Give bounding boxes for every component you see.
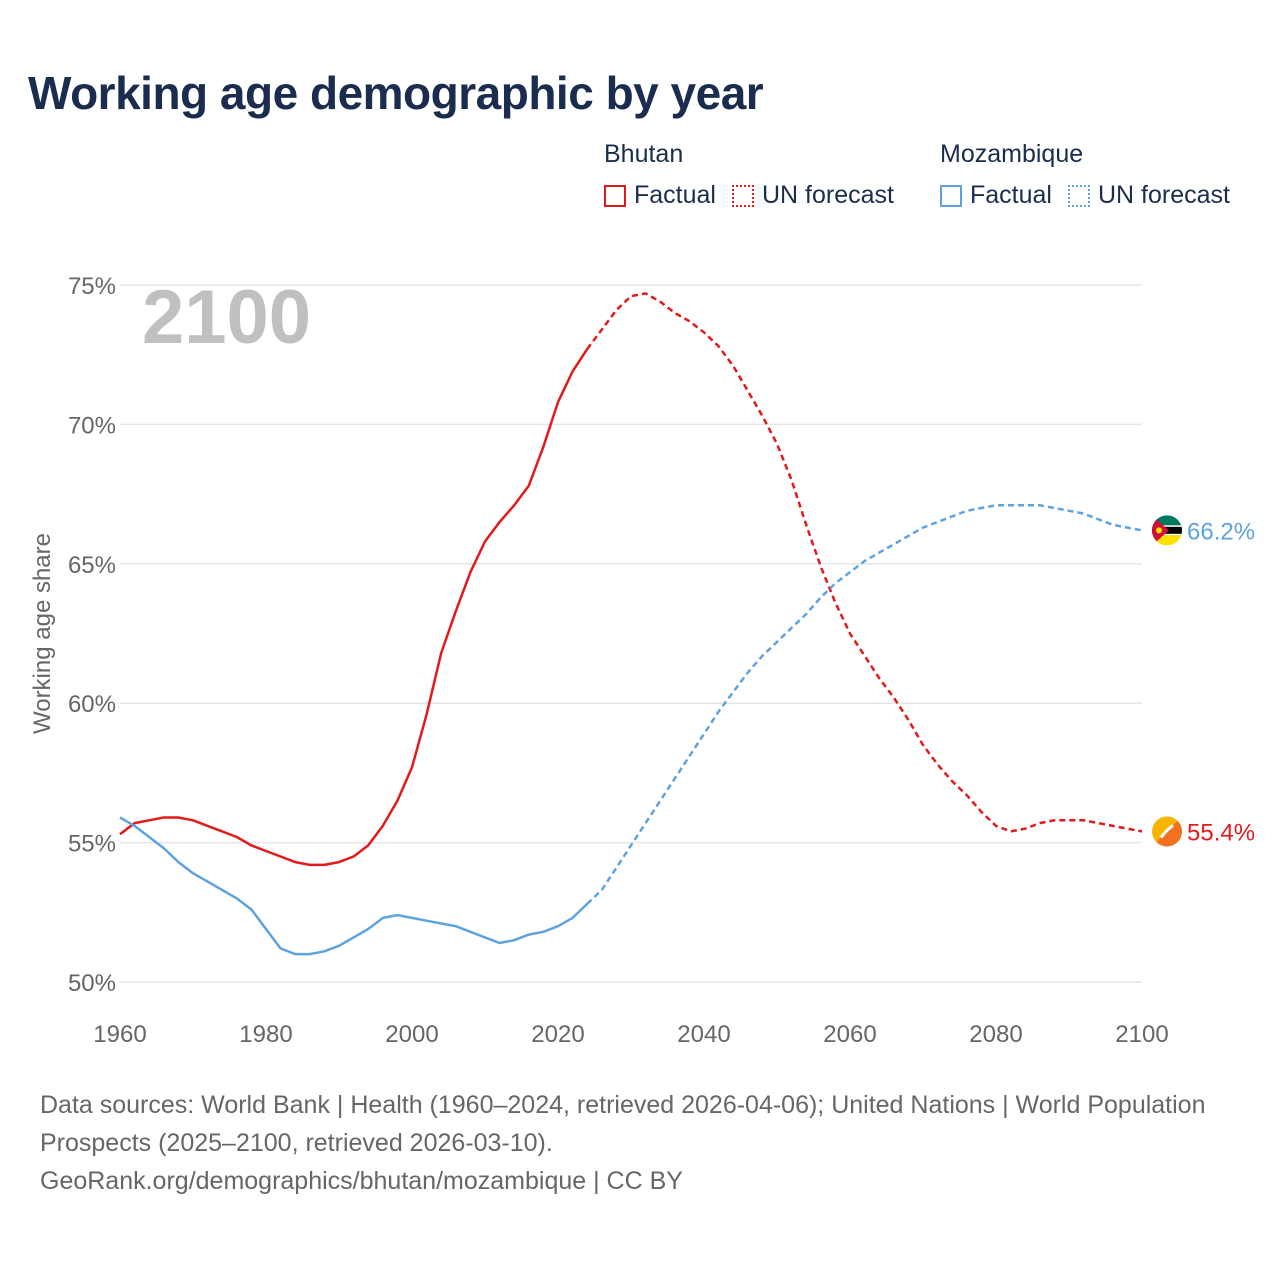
x-tick-label: 2100 xyxy=(1115,1021,1168,1048)
legend-swatch-solid xyxy=(940,184,962,207)
legend-label: UN forecast xyxy=(1097,181,1230,209)
legend-label: Factual xyxy=(634,181,716,209)
legend-item-bhutan-factual[interactable]: Factual xyxy=(604,181,716,210)
legend-item-mozambique-factual[interactable]: Factual xyxy=(940,181,1052,210)
series-line-mozambique-forecast[interactable] xyxy=(586,504,1143,905)
x-tick-label: 1980 xyxy=(239,1021,292,1048)
legend-item-mozambique-forecast[interactable]: UN forecast xyxy=(1067,181,1230,210)
source-link[interactable]: GeoRank.org/demographics/bhutan/mozambiq… xyxy=(40,1167,683,1195)
x-tick-label: 2020 xyxy=(531,1021,584,1048)
x-tick-label: 2060 xyxy=(823,1021,876,1048)
chart-title: Working age demographic by year xyxy=(28,67,764,119)
year-label: 2100 xyxy=(142,275,311,360)
data-sources-text: Data sources: World Bank | Health (1960–… xyxy=(40,1091,1206,1157)
mozambique-flag-icon xyxy=(1152,515,1182,546)
y-tick-label: 50% xyxy=(68,970,116,997)
end-value-label-mozambique: 66.2% xyxy=(1187,518,1255,545)
x-tick-label: 2080 xyxy=(969,1021,1022,1048)
legend-group-mozambique: Mozambique Factual UN forecast xyxy=(940,140,1230,210)
series-line-bhutan-factual[interactable] xyxy=(119,348,589,867)
y-tick-label: 75% xyxy=(68,273,116,300)
series-line-bhutan-forecast[interactable] xyxy=(586,292,1143,833)
legend-swatch-solid xyxy=(604,184,626,207)
y-tick-label: 70% xyxy=(68,412,116,439)
bhutan-flag-icon xyxy=(1152,816,1182,847)
end-value-label-bhutan: 55.4% xyxy=(1187,819,1255,846)
x-tick-label: 2040 xyxy=(677,1021,730,1048)
y-tick-label: 55% xyxy=(68,831,116,858)
y-tick-label: 65% xyxy=(68,552,116,579)
legend-label: UN forecast xyxy=(761,181,894,209)
y-tick-label: 60% xyxy=(68,691,116,718)
series-line-mozambique-factual[interactable] xyxy=(119,816,589,956)
x-tick-label: 2000 xyxy=(385,1021,438,1048)
legend-group-name: Bhutan xyxy=(604,140,684,168)
legend-group-bhutan: Bhutan Factual UN forecast xyxy=(604,140,894,210)
x-tick-label: 1960 xyxy=(93,1021,146,1048)
line-chart: 50% 55% 60% 65% 70% 75% 1960 1980 2000 2020 2040 20… xyxy=(29,273,1255,1048)
legend-swatch-dotted xyxy=(1067,184,1090,207)
y-axis-title: Working age share xyxy=(29,533,56,734)
legend-label: Factual xyxy=(970,181,1052,209)
chart-footer: Data sources: World Bank | Health (1960–… xyxy=(40,1086,1220,1200)
legend-swatch-dotted xyxy=(731,184,754,207)
legend-item-bhutan-forecast[interactable]: UN forecast xyxy=(731,181,894,210)
legend-group-name: Mozambique xyxy=(940,140,1084,168)
